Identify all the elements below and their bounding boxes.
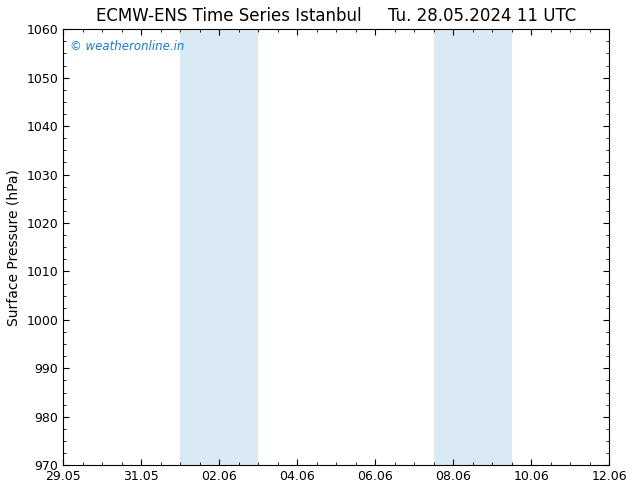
Y-axis label: Surface Pressure (hPa): Surface Pressure (hPa) [7,169,21,326]
Text: © weatheronline.in: © weatheronline.in [70,40,184,53]
Title: ECMW-ENS Time Series Istanbul     Tu. 28.05.2024 11 UTC: ECMW-ENS Time Series Istanbul Tu. 28.05.… [96,7,576,25]
Bar [180,29,258,465]
Bar [434,29,512,465]
